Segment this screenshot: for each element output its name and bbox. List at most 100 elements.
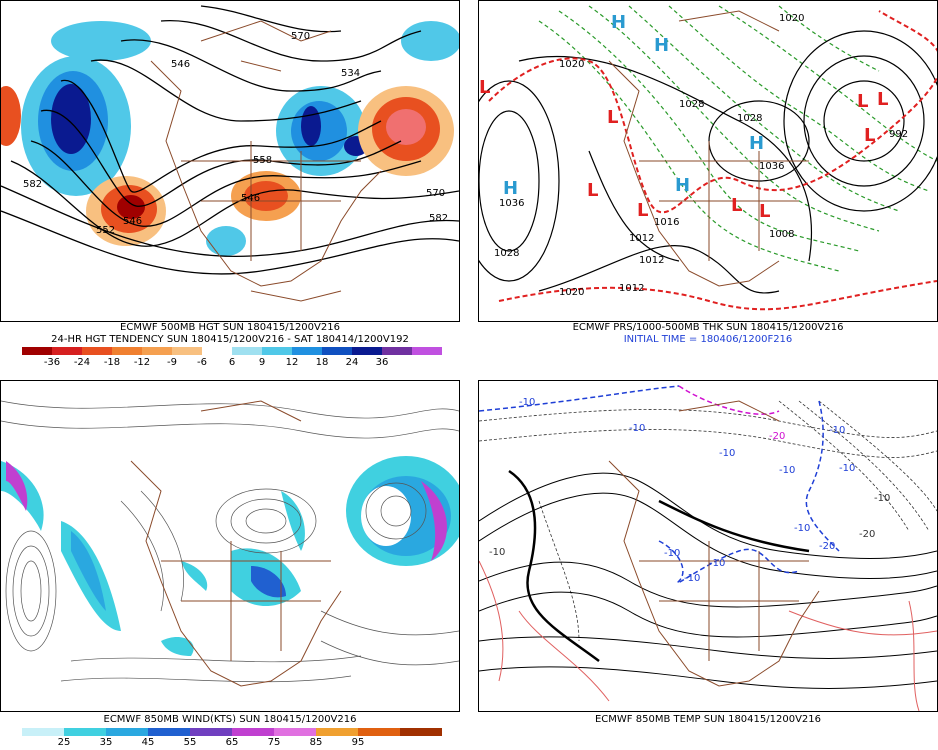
colorbar-wind-speed-labels: 25 35 45 55 65 75 85 95 (22, 737, 442, 749)
contour-label: 552 (96, 225, 115, 236)
wind-colorbar-tick-label: 45 (141, 737, 155, 748)
contour-label: 534 (341, 68, 360, 79)
tendency-colorbar-swatch (322, 347, 352, 355)
tendency-colorbar-swatch (82, 347, 112, 355)
tendency-colorbar-swatch (292, 347, 322, 355)
tendency-colorbar-swatch (412, 347, 442, 355)
coastlines (130, 400, 342, 687)
isobar-label: 1016 (654, 217, 679, 228)
temperature-label: -20 (819, 541, 835, 552)
low-pressure-marker: L (587, 180, 598, 201)
map-850mb-wind[interactable] (0, 380, 460, 712)
tendency-colorbar-tick-label: -6 (197, 357, 207, 368)
tendency-colorbar-tick-label: 18 (315, 357, 329, 368)
high-pressure-marker: H (503, 178, 518, 199)
low-pressure-marker: L (607, 107, 618, 128)
isobar-label: 1012 (629, 233, 654, 244)
tendency-colorbar-swatch (382, 347, 412, 355)
isobars (479, 30, 937, 294)
isobar-label: 1028 (737, 113, 762, 124)
zero-degree-isotherm (508, 469, 600, 663)
isobar-label: 992 (889, 129, 908, 140)
temperature-label: -10 (489, 547, 505, 558)
caption-pressure-thickness: ECMWF PRS/1000-500MB THK SUN 180415/1200… (572, 322, 844, 333)
map-850mb-temperature-svg: -10 -10 -20 -10 -10 -10 -10 -20 -10 -10 … (479, 385, 937, 711)
tendency-colorbar-swatch (112, 347, 142, 355)
map-500mb-height[interactable]: 582 558 546 570 582 546 534 570 552 546 (0, 0, 460, 322)
temperature-label: -20 (769, 431, 785, 442)
wind-streamlines (1, 400, 459, 683)
wind-colorbar-swatch (358, 728, 400, 736)
panel-850mb-wind: ECMWF 850MB WIND(KTS) SUN 180415/1200V21… (0, 380, 460, 750)
isobar-label: 1008 (769, 229, 794, 240)
wind-colorbar-swatch (64, 728, 106, 736)
contour-label: 546 (123, 216, 142, 227)
wind-colorbar-swatch (316, 728, 358, 736)
isobar-label: 1020 (779, 13, 804, 24)
tendency-colorbar-tick-label: 12 (285, 357, 299, 368)
temperature-label: -10 (519, 397, 535, 408)
low-pressure-marker: L (637, 200, 648, 221)
map-500mb-height-svg: 582 558 546 570 582 546 534 570 552 546 (1, 5, 459, 302)
wind-colorbar-tick-label: 55 (183, 737, 197, 748)
caption-500mb-height: ECMWF 500MB HGT SUN 180415/1200V216 (120, 322, 340, 333)
isobar-label: 1036 (499, 198, 524, 209)
wind-colorbar-swatch (190, 728, 232, 736)
wind-colorbar-tick-label: 35 (99, 737, 113, 748)
tendency-colorbar-tick-label: 6 (228, 357, 236, 368)
temperature-label: -10 (794, 523, 810, 534)
isobar-label: 1012 (619, 283, 644, 294)
tendency-colorbar-tick-label: 24 (345, 357, 359, 368)
low-pressure-marker: L (877, 89, 888, 110)
contour-label: 546 (241, 193, 260, 204)
coastlines (608, 400, 820, 687)
map-850mb-wind-svg (1, 400, 459, 687)
panel-500mb-height: 582 558 546 570 582 546 534 570 552 546 … (0, 0, 460, 370)
wind-colorbar-tick-label: 95 (351, 737, 365, 748)
tendency-colorbar-swatch (172, 347, 202, 355)
tendency-colorbar-tick-label: -36 (43, 357, 61, 368)
tendency-colorbar-tick-label: -9 (167, 357, 177, 368)
tendency-colorbar-swatch (202, 347, 232, 355)
tendency-colorbar-tick-label: -18 (103, 357, 121, 368)
temperature-label: -10 (839, 463, 855, 474)
caption-500mb-tendency: 24-HR HGT TENDENCY SUN 180415/1200V216 -… (51, 334, 409, 345)
tendency-colorbar-tick-label: -12 (133, 357, 151, 368)
temperature-label: -10 (664, 548, 680, 559)
wind-colorbar-swatch (22, 728, 64, 736)
low-pressure-marker: L (479, 77, 490, 98)
low-pressure-marker: L (864, 125, 875, 146)
tendency-colorbar-swatch (262, 347, 292, 355)
high-pressure-marker: H (654, 35, 669, 56)
cold-contours (479, 385, 840, 584)
temperature-label: -10 (874, 493, 890, 504)
temperature-label: -10 (684, 573, 700, 584)
map-850mb-temperature[interactable]: -10 -10 -20 -10 -10 -10 -10 -20 -10 -10 … (478, 380, 938, 712)
caption-initial-time: INITIAL TIME = 180406/1200F216 (623, 334, 793, 345)
contour-label: 582 (23, 179, 42, 190)
wind-colorbar-swatch (274, 728, 316, 736)
caption-850mb-wind: ECMWF 850MB WIND(KTS) SUN 180415/1200V21… (103, 714, 357, 725)
map-pressure-thickness[interactable]: 1020 1028 1036 1020 1012 1012 1016 1008 … (478, 0, 938, 322)
isobar-label: 1036 (759, 161, 784, 172)
map-pressure-thickness-svg: 1020 1028 1036 1020 1012 1012 1016 1008 … (479, 5, 937, 311)
wind-colorbar-tick-label: 85 (309, 737, 323, 748)
thickness-540-line (488, 10, 937, 311)
colorbar-wind-speed (22, 728, 442, 736)
tendency-colorbar-swatch (352, 347, 382, 355)
low-pressure-marker: L (759, 201, 770, 222)
colorbar-tendency-labels: -36 -24 -18 -12 -9 -6 6 9 12 18 24 36 (22, 357, 442, 369)
wind-colorbar-swatch (400, 728, 442, 736)
isobar-label: 1012 (639, 255, 664, 266)
wind-colorbar-tick-label: 25 (57, 737, 71, 748)
caption-850mb-temperature: ECMWF 850MB TEMP SUN 180415/1200V216 (594, 714, 821, 725)
temperature-contours (479, 472, 937, 689)
contour-label: 570 (426, 188, 445, 199)
tendency-colorbar-swatch (52, 347, 82, 355)
temperature-label: -10 (719, 448, 735, 459)
tendency-colorbar-tick-label: -24 (73, 357, 91, 368)
wind-colorbar-tick-label: 65 (225, 737, 239, 748)
warm-contours (479, 560, 937, 711)
isobar-label: 1028 (494, 248, 519, 259)
panel-pressure-thickness: 1020 1028 1036 1020 1012 1012 1016 1008 … (478, 0, 938, 370)
